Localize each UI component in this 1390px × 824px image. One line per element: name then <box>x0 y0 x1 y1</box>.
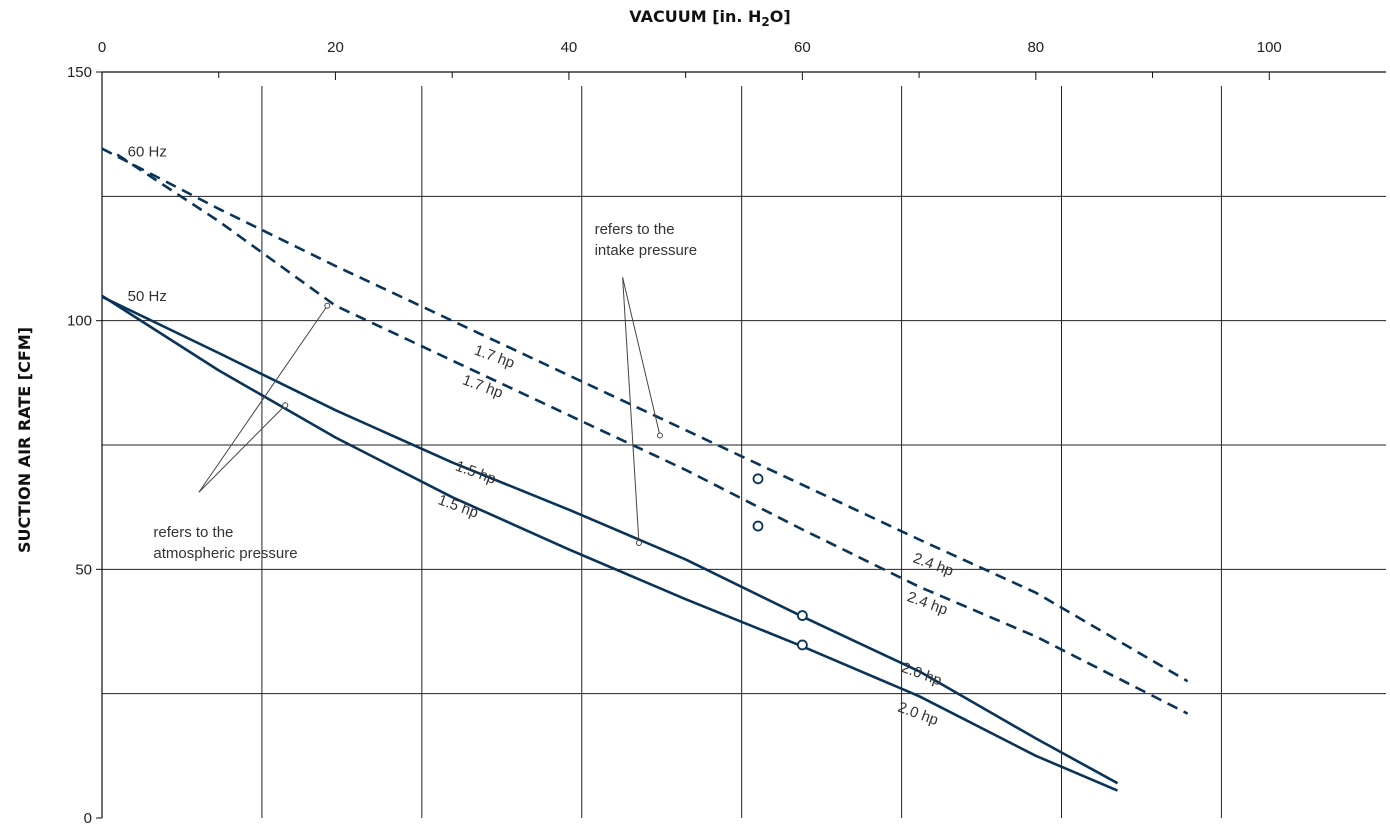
y-tick-label: 50 <box>75 561 92 578</box>
x-tick-label: 100 <box>1257 39 1282 56</box>
y-tick-label: 100 <box>67 313 92 330</box>
series-line-dashed <box>101 147 1189 683</box>
series-line-solid <box>101 295 1119 785</box>
frequency-label: 50 Hz <box>128 288 167 305</box>
grid <box>102 86 1386 818</box>
curve-label: 2.0 hp <box>899 659 944 689</box>
curve-label: 1.7 hp <box>472 342 517 372</box>
x-tick-label: 60 <box>794 39 811 56</box>
x-tick-label: 40 <box>561 39 578 56</box>
annotation-leader-line <box>198 404 286 493</box>
annotation-text: refers to the <box>153 524 233 541</box>
plot-frame <box>101 71 1386 818</box>
x-axis-title: VACUUM [in. H2O] <box>629 7 790 29</box>
series-line-solid <box>101 294 1119 792</box>
x-axis-title-part: O] <box>770 7 791 26</box>
series-markers <box>752 473 808 651</box>
annotation-leader-line <box>622 277 661 436</box>
curve-label: 1.5 hp <box>453 458 498 488</box>
series-marker <box>796 610 808 621</box>
curve-label: 1.5 hp <box>436 491 481 521</box>
annotation-leader-dot <box>656 432 663 439</box>
series-lines <box>101 147 1189 792</box>
x-tick-label: 20 <box>327 39 344 56</box>
x-axis-title-subscript: 2 <box>761 15 769 29</box>
x-tick-label: 80 <box>1027 39 1044 56</box>
annotation-leader-line <box>198 305 328 493</box>
annotation-leader-dot <box>324 302 331 309</box>
x-tick-label: 0 <box>98 39 106 56</box>
curve-labels: 1.7 hp1.7 hp1.5 hp1.5 hp2.4 hp2.4 hp2.0 … <box>128 144 956 730</box>
series-marker <box>752 473 764 485</box>
y-tick-label: 150 <box>67 64 92 81</box>
annotation-leader-line <box>622 277 640 544</box>
frequency-label: 60 Hz <box>128 144 167 161</box>
y-tick-label: 0 <box>84 810 92 824</box>
series-line-dashed <box>116 153 1189 715</box>
curve-label: 1.7 hp <box>460 372 505 402</box>
x-axis-title-part: VACUUM [in. H <box>629 7 761 26</box>
annotation-leaders <box>198 277 663 546</box>
annotation-leader-dot <box>282 402 289 409</box>
series-marker <box>752 520 764 532</box>
curve-label: 2.4 hp <box>905 588 950 618</box>
annotation-text: atmospheric pressure <box>153 545 297 562</box>
axis-ticks: 0 20 40 60 80 100 0 50 100 150 <box>67 39 1282 824</box>
y-axis-title: SUCTION AIR RATE [CFM] <box>15 327 34 553</box>
annotation-leader-dot <box>635 539 642 546</box>
annotation-text: refers to the <box>595 221 675 238</box>
series-marker <box>796 639 808 651</box>
annotation-text: intake pressure <box>595 242 698 259</box>
annotations: refers to the intake pressure refers to th… <box>153 221 697 562</box>
